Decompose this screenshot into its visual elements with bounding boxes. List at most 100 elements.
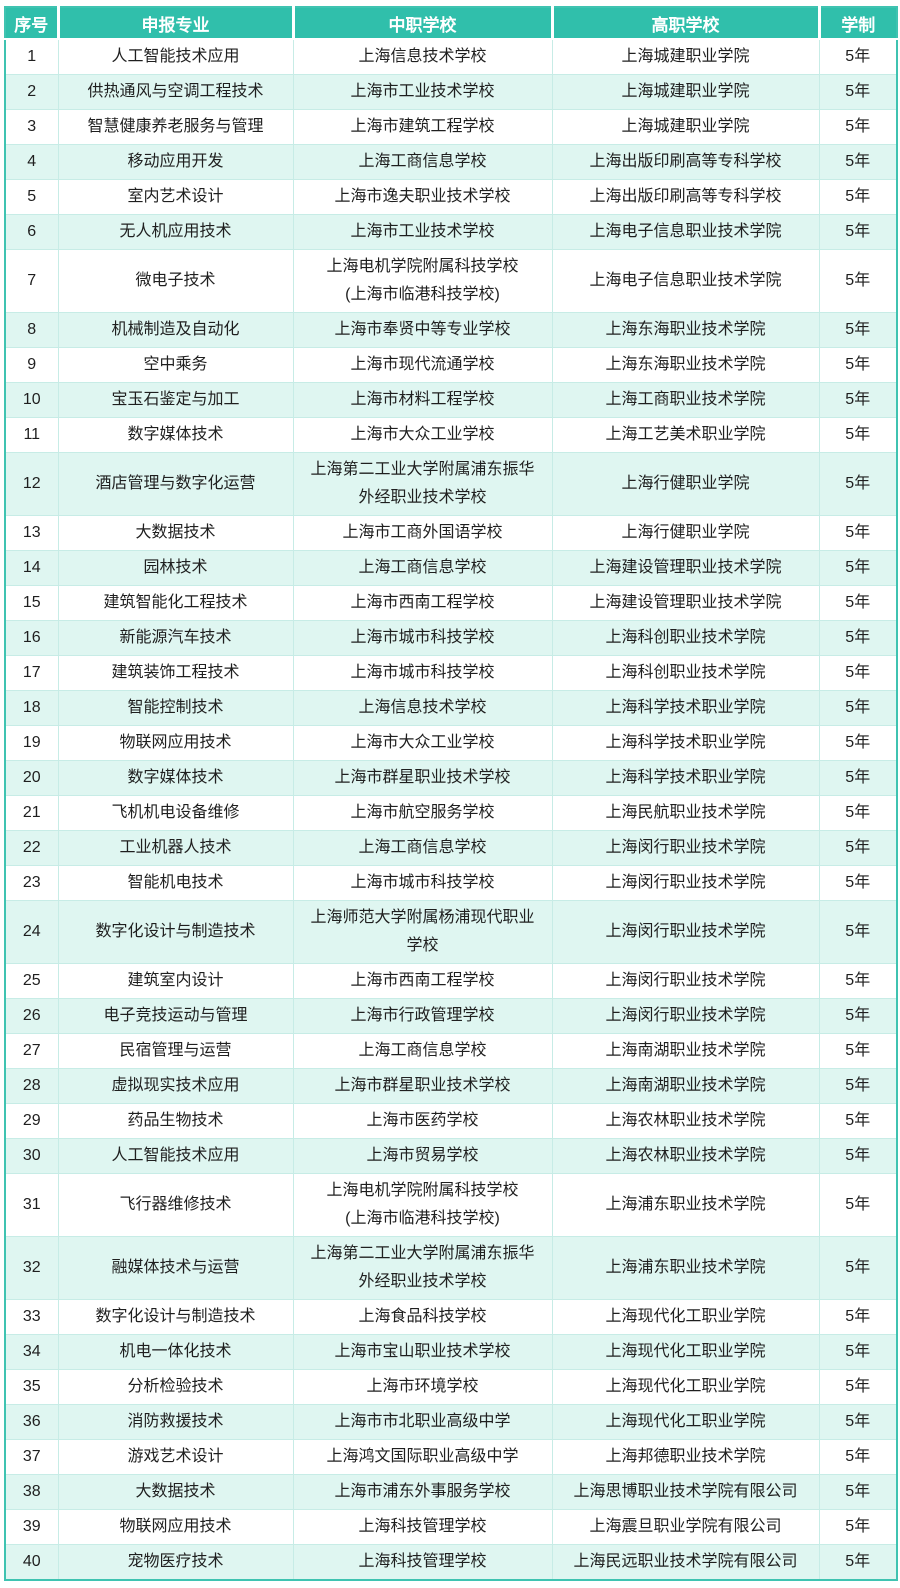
table-row: 34 机电一体化技术 上海市宝山职业技术学校 上海现代化工职业学院 5年 bbox=[4, 1334, 898, 1370]
table-row: 10 宝玉石鉴定与加工 上海市材料工程学校 上海工商职业技术学院 5年 bbox=[4, 382, 898, 418]
table-row: 27 民宿管理与运营 上海工商信息学校 上海南湖职业技术学院 5年 bbox=[4, 1033, 898, 1069]
cell-duration: 5年 bbox=[818, 515, 898, 551]
cell-major: 空中乘务 bbox=[57, 347, 294, 383]
table-row: 21 飞机机电设备维修 上海市航空服务学校 上海民航职业技术学院 5年 bbox=[4, 795, 898, 831]
cell-index: 39 bbox=[4, 1509, 59, 1545]
cell-major: 工业机器人技术 bbox=[57, 830, 294, 866]
table-row: 15 建筑智能化工程技术 上海市西南工程学校 上海建设管理职业技术学院 5年 bbox=[4, 585, 898, 621]
cell-high_school: 上海闵行职业技术学院 bbox=[551, 998, 820, 1034]
cell-duration: 5年 bbox=[818, 452, 898, 516]
cell-duration: 5年 bbox=[818, 312, 898, 348]
cell-index: 17 bbox=[4, 655, 59, 691]
cell-high_school: 上海建设管理职业技术学院 bbox=[551, 550, 820, 586]
cell-major: 数字化设计与制造技术 bbox=[57, 900, 294, 964]
cell-major: 民宿管理与运营 bbox=[57, 1033, 294, 1069]
cell-high_school: 上海闵行职业技术学院 bbox=[551, 900, 820, 964]
cell-major: 新能源汽车技术 bbox=[57, 620, 294, 656]
cell-duration: 5年 bbox=[818, 865, 898, 901]
cell-index: 16 bbox=[4, 620, 59, 656]
table-row: 24 数字化设计与制造技术 上海师范大学附属杨浦现代职业 学校 上海闵行职业技术学院 5… bbox=[4, 900, 898, 964]
cell-high_school: 上海电子信息职业技术学院 bbox=[551, 214, 820, 250]
table-row: 29 药品生物技术 上海市医药学校 上海农林职业技术学院 5年 bbox=[4, 1103, 898, 1139]
cell-major: 机械制造及自动化 bbox=[57, 312, 294, 348]
cell-mid_school: 上海市大众工业学校 bbox=[292, 725, 553, 761]
cell-index: 18 bbox=[4, 690, 59, 726]
cell-index: 5 bbox=[4, 179, 59, 215]
cell-major: 飞机机电设备维修 bbox=[57, 795, 294, 831]
cell-mid_school: 上海第二工业大学附属浦东振华 外经职业技术学校 bbox=[292, 452, 553, 516]
table-row: 23 智能机电技术 上海市城市科技学校 上海闵行职业技术学院 5年 bbox=[4, 865, 898, 901]
cell-major: 分析检验技术 bbox=[57, 1369, 294, 1405]
cell-mid_school: 上海市群星职业技术学校 bbox=[292, 1068, 553, 1104]
cell-high_school: 上海农林职业技术学院 bbox=[551, 1138, 820, 1174]
cell-major: 室内艺术设计 bbox=[57, 179, 294, 215]
cell-high_school: 上海电子信息职业技术学院 bbox=[551, 249, 820, 313]
table-row: 20 数字媒体技术 上海市群星职业技术学校 上海科学技术职业学院 5年 bbox=[4, 760, 898, 796]
table-row: 32 融媒体技术与运营 上海第二工业大学附属浦东振华 外经职业技术学校 上海浦东职业技… bbox=[4, 1236, 898, 1300]
cell-mid_school: 上海师范大学附属杨浦现代职业 学校 bbox=[292, 900, 553, 964]
cell-mid_school: 上海科技管理学校 bbox=[292, 1509, 553, 1545]
cell-high_school: 上海民航职业技术学院 bbox=[551, 795, 820, 831]
cell-duration: 5年 bbox=[818, 830, 898, 866]
column-header-mid_school: 中职学校 bbox=[291, 7, 552, 40]
cell-index: 8 bbox=[4, 312, 59, 348]
cell-index: 35 bbox=[4, 1369, 59, 1405]
cell-high_school: 上海城建职业学院 bbox=[551, 38, 820, 75]
cell-mid_school: 上海电机学院附属科技学校 (上海市临港科技学校) bbox=[292, 249, 553, 313]
cell-index: 38 bbox=[4, 1474, 59, 1510]
cell-duration: 5年 bbox=[818, 144, 898, 180]
cell-duration: 5年 bbox=[818, 725, 898, 761]
cell-high_school: 上海思博职业技术学院有限公司 bbox=[551, 1474, 820, 1510]
cell-mid_school: 上海市工业技术学校 bbox=[292, 74, 553, 110]
cell-major: 数字化设计与制造技术 bbox=[57, 1299, 294, 1335]
cell-index: 21 bbox=[4, 795, 59, 831]
cell-mid_school: 上海市浦东外事服务学校 bbox=[292, 1474, 553, 1510]
cell-high_school: 上海出版印刷高等专科学校 bbox=[551, 144, 820, 180]
cell-major: 游戏艺术设计 bbox=[57, 1439, 294, 1475]
cell-index: 1 bbox=[4, 38, 59, 75]
cell-mid_school: 上海市材料工程学校 bbox=[292, 382, 553, 418]
table-row: 26 电子竞技运动与管理 上海市行政管理学校 上海闵行职业技术学院 5年 bbox=[4, 998, 898, 1034]
cell-index: 3 bbox=[4, 109, 59, 145]
five-year-program-table: 序号 申报专业 中职学校 高职学校 学制 1 人工智能技术应用 上海信息技术学校 上海城建职业… bbox=[4, 6, 898, 1581]
cell-duration: 5年 bbox=[818, 1474, 898, 1510]
cell-duration: 5年 bbox=[818, 655, 898, 691]
table-row: 35 分析检验技术 上海市环境学校 上海现代化工职业学院 5年 bbox=[4, 1369, 898, 1405]
cell-mid_school: 上海市行政管理学校 bbox=[292, 998, 553, 1034]
cell-mid_school: 上海市医药学校 bbox=[292, 1103, 553, 1139]
cell-index: 12 bbox=[4, 452, 59, 516]
cell-duration: 5年 bbox=[818, 690, 898, 726]
cell-major: 酒店管理与数字化运营 bbox=[57, 452, 294, 516]
table-row: 30 人工智能技术应用 上海市贸易学校 上海农林职业技术学院 5年 bbox=[4, 1138, 898, 1174]
cell-major: 消防救援技术 bbox=[57, 1404, 294, 1440]
cell-mid_school: 上海市工业技术学校 bbox=[292, 214, 553, 250]
cell-high_school: 上海农林职业技术学院 bbox=[551, 1103, 820, 1139]
cell-high_school: 上海东海职业技术学院 bbox=[551, 347, 820, 383]
cell-index: 28 bbox=[4, 1068, 59, 1104]
table-row: 12 酒店管理与数字化运营 上海第二工业大学附属浦东振华 外经职业技术学校 上海行健职… bbox=[4, 452, 898, 516]
cell-high_school: 上海科学技术职业学院 bbox=[551, 760, 820, 796]
cell-duration: 5年 bbox=[818, 1236, 898, 1300]
cell-duration: 5年 bbox=[818, 382, 898, 418]
cell-duration: 5年 bbox=[818, 1334, 898, 1370]
header-row: 序号 申报专业 中职学校 高职学校 学制 bbox=[5, 7, 897, 40]
cell-major: 人工智能技术应用 bbox=[57, 38, 294, 75]
column-header-index: 序号 bbox=[5, 7, 58, 40]
cell-index: 34 bbox=[4, 1334, 59, 1370]
cell-index: 4 bbox=[4, 144, 59, 180]
cell-mid_school: 上海市城市科技学校 bbox=[292, 655, 553, 691]
cell-index: 13 bbox=[4, 515, 59, 551]
cell-duration: 5年 bbox=[818, 1068, 898, 1104]
cell-index: 10 bbox=[4, 382, 59, 418]
cell-mid_school: 上海市建筑工程学校 bbox=[292, 109, 553, 145]
cell-duration: 5年 bbox=[818, 1173, 898, 1237]
cell-duration: 5年 bbox=[818, 550, 898, 586]
cell-high_school: 上海东海职业技术学院 bbox=[551, 312, 820, 348]
cell-major: 人工智能技术应用 bbox=[57, 1138, 294, 1174]
table-row: 3 智慧健康养老服务与管理 上海市建筑工程学校 上海城建职业学院 5年 bbox=[4, 109, 898, 145]
table-row: 19 物联网应用技术 上海市大众工业学校 上海科学技术职业学院 5年 bbox=[4, 725, 898, 761]
cell-duration: 5年 bbox=[818, 620, 898, 656]
column-header-duration: 学制 bbox=[817, 7, 897, 40]
cell-high_school: 上海邦德职业技术学院 bbox=[551, 1439, 820, 1475]
